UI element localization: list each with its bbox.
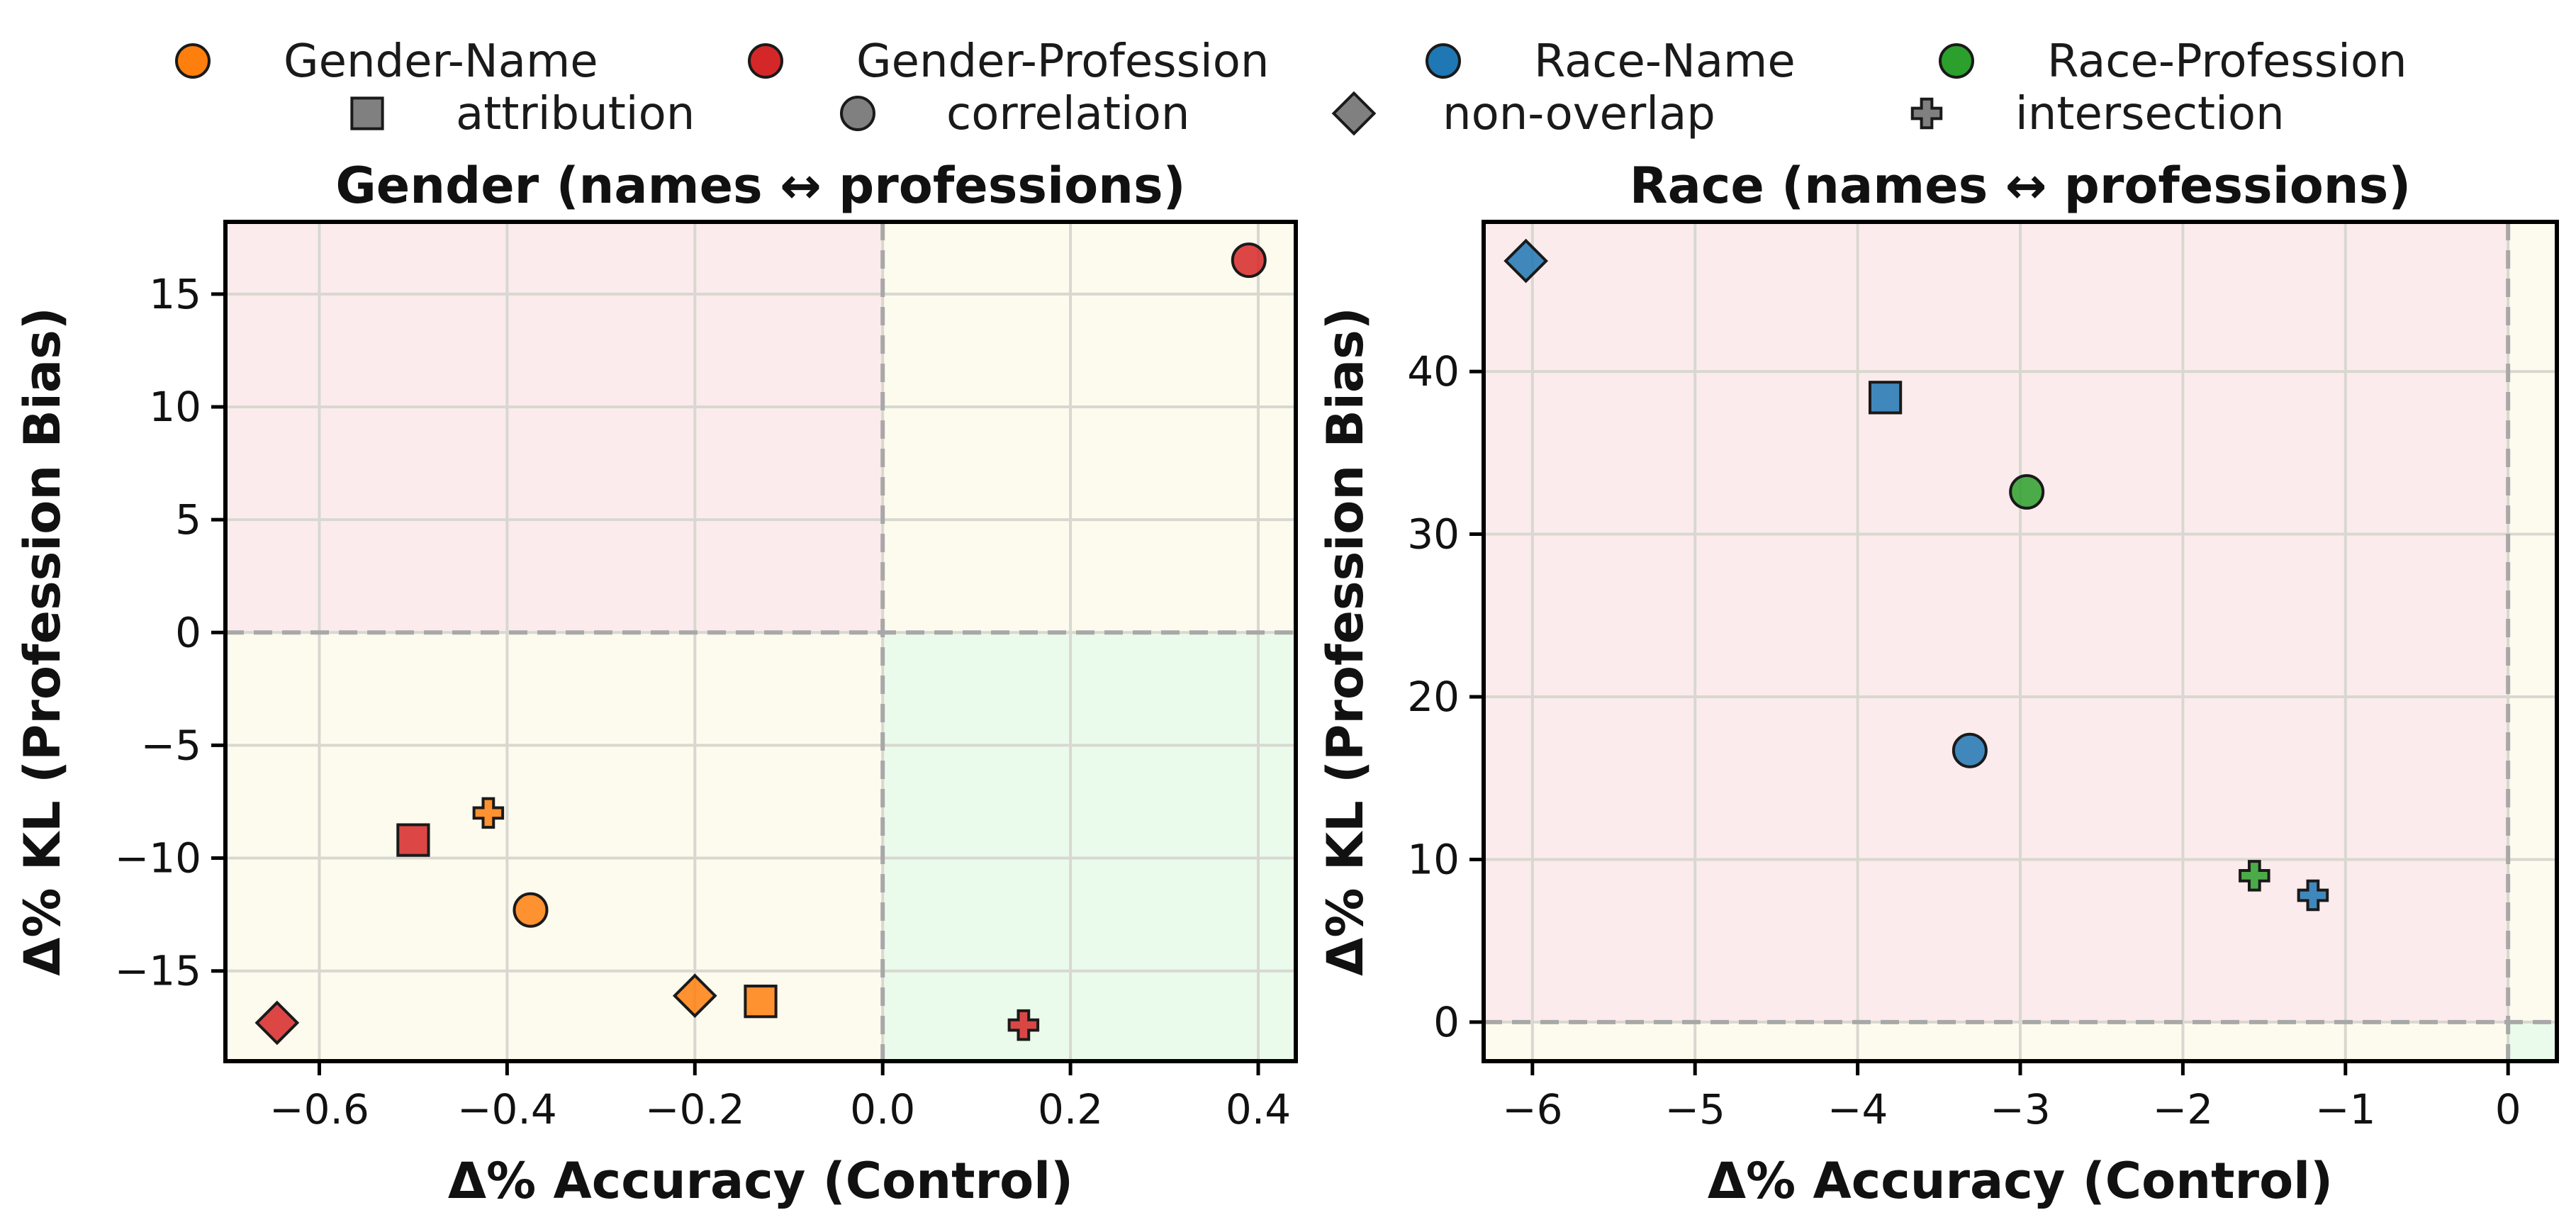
legend-label-attribution: attribution	[456, 88, 695, 140]
legend: Gender-Name Gender-Profession Race-Name Rac…	[175, 35, 2407, 140]
x-tick-label: 0.0	[850, 1085, 915, 1133]
legend-entry-intersection: intersection	[1910, 88, 2285, 140]
point-gender-profession-correlation	[1231, 242, 1267, 279]
legend-label-intersection: intersection	[2015, 88, 2285, 140]
point-race-name-non-overlap	[1503, 238, 1548, 284]
y-tick-label: −15	[115, 947, 201, 995]
point-gender-profession-non-overlap	[254, 1000, 300, 1046]
legend-entry-correlation: correlation	[840, 88, 1189, 140]
point-gender-name-correlation	[513, 892, 549, 928]
x-tick-label: 0.4	[1226, 1085, 1291, 1133]
quadrant-top-right	[883, 222, 1296, 633]
legend-entry-gender-profession: Gender-Profession	[748, 35, 1269, 88]
legend-marker-non-overlap	[1331, 91, 1377, 136]
quadrant-top-right	[2508, 222, 2557, 1022]
quadrant-bottom-right	[883, 632, 1296, 1061]
x-axis-label: Δ% Accuracy (Control)	[448, 1152, 1073, 1210]
legend-entry-race-name: Race-Name	[1426, 35, 1796, 88]
legend-entry-non-overlap: non-overlap	[1331, 88, 1715, 140]
point-gender-profession-attribution	[396, 823, 430, 857]
y-tick-label: −5	[141, 721, 202, 769]
x-tick-label: −2	[2153, 1085, 2214, 1133]
legend-label-correlation: correlation	[946, 88, 1189, 140]
quadrant-bottom-left	[225, 632, 883, 1061]
x-tick-label: 0	[2495, 1085, 2521, 1133]
y-axis-label: Δ% KL (Profession Bias)	[13, 307, 72, 976]
point-gender-name-attribution	[744, 985, 778, 1019]
x-tick-label: −3	[1990, 1085, 2051, 1133]
legend-label-gender-profession: Gender-Profession	[856, 35, 1269, 88]
point-race-name-attribution	[1868, 381, 1903, 415]
x-tick-label: −4	[1827, 1085, 1888, 1133]
point-gender-name-non-overlap	[672, 973, 717, 1019]
legend-entry-race-profession: Race-Profession	[1939, 35, 2407, 88]
gender-panel: −0.6 −0.4 −0.2 0.0 0.2 0.4 −15 −10 −5 0 5 10 15 Gende…	[13, 157, 1298, 1210]
chart-title: Race (names ↔ professions)	[1630, 157, 2412, 215]
race-panel: −6 −5 −4 −3 −2 −1 0 0 10 20 30 40 Race (names ↔ prof…	[1316, 157, 2559, 1210]
legend-label-race-profession: Race-Profession	[2047, 35, 2407, 88]
quadrant-bottom-left	[1484, 1021, 2509, 1061]
x-tick-label: −5	[1664, 1085, 1725, 1133]
legend-marker-gender-name	[175, 43, 211, 79]
legend-entry-gender-name: Gender-Name	[175, 35, 598, 88]
legend-marker-intersection	[1910, 97, 1943, 130]
legend-marker-gender-profession	[748, 43, 783, 79]
x-tick-label: −1	[2315, 1085, 2376, 1133]
y-tick-label: 0	[175, 608, 201, 656]
y-tick-label: −10	[115, 834, 201, 883]
quadrant-top-left	[1484, 222, 2509, 1022]
quadrant-top-left	[225, 222, 883, 633]
y-tick-label: 0	[1433, 998, 1460, 1046]
legend-label-non-overlap: non-overlap	[1443, 88, 1715, 140]
x-tick-label: −0.4	[457, 1085, 557, 1133]
point-race-name-correlation	[1951, 732, 1988, 768]
y-tick-label: 10	[1407, 835, 1460, 883]
legend-marker-race-name	[1426, 43, 1461, 79]
legend-label-race-name: Race-Name	[1534, 35, 1796, 88]
y-tick-label: 30	[1407, 510, 1460, 559]
point-gender-name-intersection	[472, 797, 505, 829]
legend-entry-attribution: attribution	[350, 88, 695, 140]
point-race-profession-intersection	[2239, 860, 2270, 892]
y-tick-label: 10	[149, 383, 201, 431]
x-tick-label: −0.2	[645, 1085, 745, 1133]
y-axis-label: Δ% KL (Profession Bias)	[1316, 307, 1374, 976]
point-race-profession-correlation	[2009, 474, 2045, 510]
point-race-name-intersection	[2297, 879, 2329, 912]
y-tick-label: 15	[149, 270, 201, 318]
x-axis-label: Δ% Accuracy (Control)	[1708, 1152, 2333, 1210]
y-tick-label: 20	[1407, 673, 1460, 721]
plot-frame	[223, 220, 1298, 1063]
legend-marker-correlation	[840, 96, 875, 131]
legend-label-gender-name: Gender-Name	[284, 35, 598, 88]
legend-marker-race-profession	[1939, 43, 1974, 79]
y-tick-label: 40	[1407, 347, 1460, 396]
chart-title: Gender (names ↔ professions)	[335, 157, 1185, 215]
x-tick-label: 0.2	[1038, 1085, 1103, 1133]
quadrant-bottom-right	[2508, 1021, 2557, 1061]
legend-marker-attribution	[350, 96, 384, 130]
x-tick-label: −6	[1502, 1085, 1563, 1133]
y-tick-label: 5	[175, 495, 201, 544]
point-gender-profession-intersection	[1007, 1009, 1040, 1041]
x-tick-label: −0.6	[269, 1085, 369, 1133]
